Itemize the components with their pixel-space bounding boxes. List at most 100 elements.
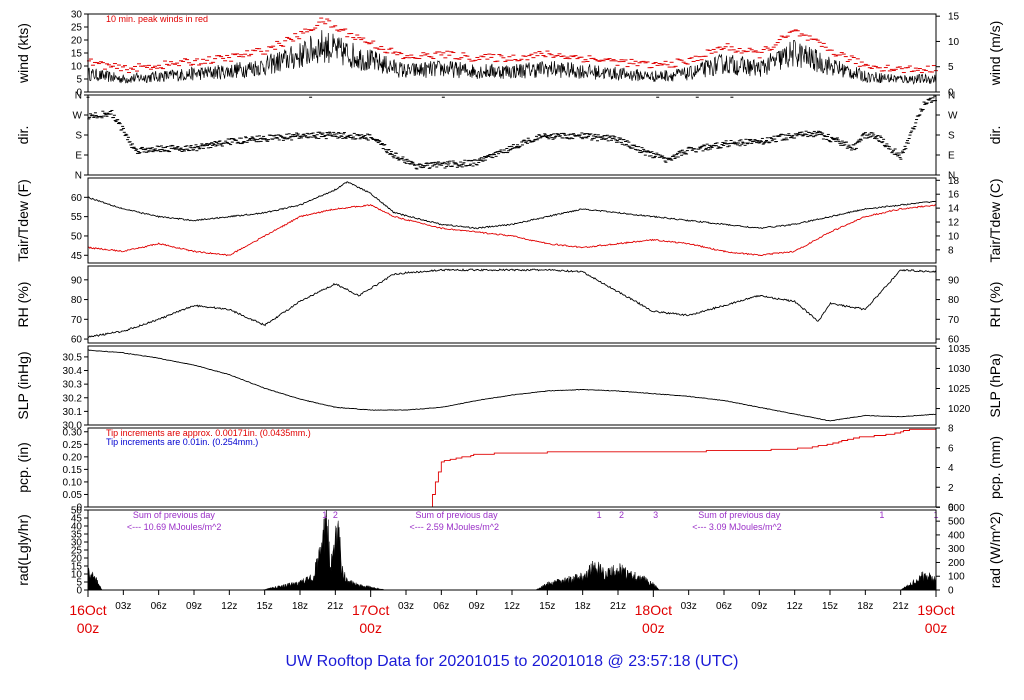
- hour-tick-label: 21z: [893, 601, 909, 612]
- day-label-time: 00z: [77, 620, 100, 636]
- wind-left-tick-label: 15: [71, 49, 83, 60]
- day-label-time: 00z: [642, 620, 665, 636]
- dir-left-tick-label: N: [75, 171, 82, 182]
- temp-panel: 45 50 55 60 8 10 12 14 16 18 Tair/Tdew (F) Tair/Tde…: [15, 176, 1003, 264]
- rh-left-tick-label: 60: [71, 335, 83, 346]
- dir-right-tick-label: S: [948, 131, 955, 142]
- rad-left-tick-label: 5: [76, 578, 82, 589]
- dir-right-tick-label: N: [948, 171, 955, 182]
- pcp-left-tick-label: 0.15: [63, 465, 83, 476]
- wind-right-tick-label: 0: [948, 88, 954, 99]
- rad-ylabel-left: rad(Lgly/hr): [15, 514, 31, 586]
- rh-left-tick-label: 90: [71, 275, 83, 286]
- hour-tick-label: 18z: [857, 601, 873, 612]
- day-label-date: 19Oct: [917, 602, 954, 618]
- dir-left-tick-label: S: [75, 131, 82, 142]
- temp-left-tick-label: 55: [71, 212, 83, 223]
- day-label-date: 18Oct: [635, 602, 672, 618]
- dir-left-tick-label: N: [75, 91, 82, 102]
- temp-right-tick-label: 18: [948, 176, 960, 187]
- pcp-ylabel-left: pcp. (in): [15, 442, 31, 493]
- hour-tick-label: 09z: [186, 601, 202, 612]
- slp-ylabel-left: SLP (inHg): [15, 351, 31, 419]
- hour-tick-label: 15z: [539, 601, 555, 612]
- wind-left-tick-label: 0: [76, 88, 82, 99]
- temp-ylabel-right: Tair/Tdew (C): [987, 178, 1003, 262]
- rad-right-tick-label: 500: [948, 517, 965, 528]
- pcp-panel: Tip increments are approx. 0.00171in. (0…: [15, 424, 1003, 514]
- rad-left-tick-label: 10: [71, 570, 83, 581]
- radiation-marker: 2: [333, 510, 338, 520]
- rad-left-tick-label: 30: [71, 538, 83, 549]
- pcp-left-tick-label: 0: [76, 503, 82, 514]
- rad-left-tick-label: 40: [71, 522, 83, 533]
- radiation-sum-value: <--- 10.69 MJoules/m^2: [127, 522, 222, 532]
- slp-right-tick-label: 1025: [948, 384, 971, 395]
- wind-speed-line: [87, 30, 937, 85]
- wind-left-tick-label: 10: [71, 62, 83, 73]
- temp-tdew-line: [87, 203, 937, 257]
- wind-ylabel-left: wind (kts): [15, 23, 31, 84]
- temp-right-tick-label: 8: [948, 245, 954, 256]
- rad-left-tick-label: 20: [71, 554, 83, 565]
- rad-right-tick-label: 600: [948, 503, 965, 514]
- radiation-sum-heading: Sum of previous day: [416, 510, 499, 520]
- slp-panel: 30.0 30.1 30.2 30.3 30.4 30.5 1020 1025 1030 1035…: [15, 344, 1003, 432]
- pcp-left-tick-label: 0.20: [63, 452, 83, 463]
- hour-tick-label: 06z: [433, 601, 449, 612]
- dir-left-tick-label: W: [73, 111, 83, 122]
- slp-left-tick-label: 30.3: [63, 380, 83, 391]
- chart-panels: 10 min. peak winds in red051015202530051…: [15, 10, 1003, 597]
- time-axis: 03z 06z 09z 12z 15z 18z 21z 03z 06z 09z 12z 15z 18z 2…: [69, 590, 955, 636]
- rad-panel: Sum of previous day <--- 10.69 MJoules/m^…: [15, 503, 1003, 597]
- rad-right-tick-label: 100: [948, 572, 965, 583]
- hour-tick-label: 06z: [151, 601, 167, 612]
- rad-left-tick-label: 45: [71, 514, 83, 525]
- wind-left-tick-label: 5: [76, 75, 82, 86]
- rh-ylabel-right: RH (%): [987, 282, 1003, 328]
- temp-left-tick-label: 50: [71, 231, 83, 242]
- pcp-ylabel-right: pcp. (mm): [987, 436, 1003, 499]
- pcp-right-tick-label: 0: [948, 503, 954, 514]
- rad-right-tick-label: 400: [948, 530, 965, 541]
- radiation-marker: 1: [597, 510, 602, 520]
- slp-frame: [87, 345, 937, 426]
- hour-tick-label: 03z: [115, 601, 131, 612]
- pcp-right-tick-label: 4: [948, 463, 954, 474]
- day-label-time: 00z: [925, 620, 948, 636]
- temp-frame: [87, 177, 937, 264]
- rh-right-tick-label: 60: [948, 335, 960, 346]
- day-label-date: 17Oct: [352, 602, 389, 618]
- radiation-sum-value: <--- 2.59 MJoules/m^2: [410, 522, 500, 532]
- hour-tick-label: 18z: [292, 601, 308, 612]
- pcp-right-tick-label: 2: [948, 483, 954, 494]
- pcp-right-tick-label: 8: [948, 424, 954, 435]
- slp-slp-line: [88, 349, 937, 422]
- hour-tick-label: 21z: [327, 601, 343, 612]
- temp-right-tick-label: 10: [948, 231, 960, 242]
- hour-tick-label: 12z: [787, 601, 803, 612]
- slp-ylabel-right: SLP (hPa): [987, 353, 1003, 417]
- slp-left-tick-label: 30.2: [63, 393, 83, 404]
- dir-right-tick-label: N: [948, 91, 955, 102]
- wind-annotation: 10 min. peak winds in red: [106, 14, 208, 24]
- slp-right-tick-label: 1030: [948, 364, 971, 375]
- wind-panel: 10 min. peak winds in red 0 5 10 15 20 25 30 0 5 1…: [15, 10, 1003, 99]
- rad-left-tick-label: 25: [71, 546, 83, 557]
- precip-note-red: Tip increments are approx. 0.00171in. (0…: [106, 428, 311, 438]
- hour-tick-label: 12z: [504, 601, 520, 612]
- hour-tick-label: 15z: [257, 601, 273, 612]
- temp-left-tick-label: 45: [71, 251, 83, 262]
- rh-ylabel-left: RH (%): [15, 282, 31, 328]
- hour-tick-label: 12z: [221, 601, 237, 612]
- wind-left-tick-label: 25: [71, 23, 83, 34]
- hour-tick-label: 03z: [398, 601, 414, 612]
- dir-frame: [87, 94, 937, 176]
- rad-right-tick-label: 300: [948, 544, 965, 555]
- rh-rh-line: [87, 268, 937, 338]
- wind-left-tick-label: 30: [71, 10, 83, 21]
- pcp-left-tick-label: 0.30: [63, 427, 83, 438]
- dir-ylabel-right: dir.: [987, 126, 1003, 145]
